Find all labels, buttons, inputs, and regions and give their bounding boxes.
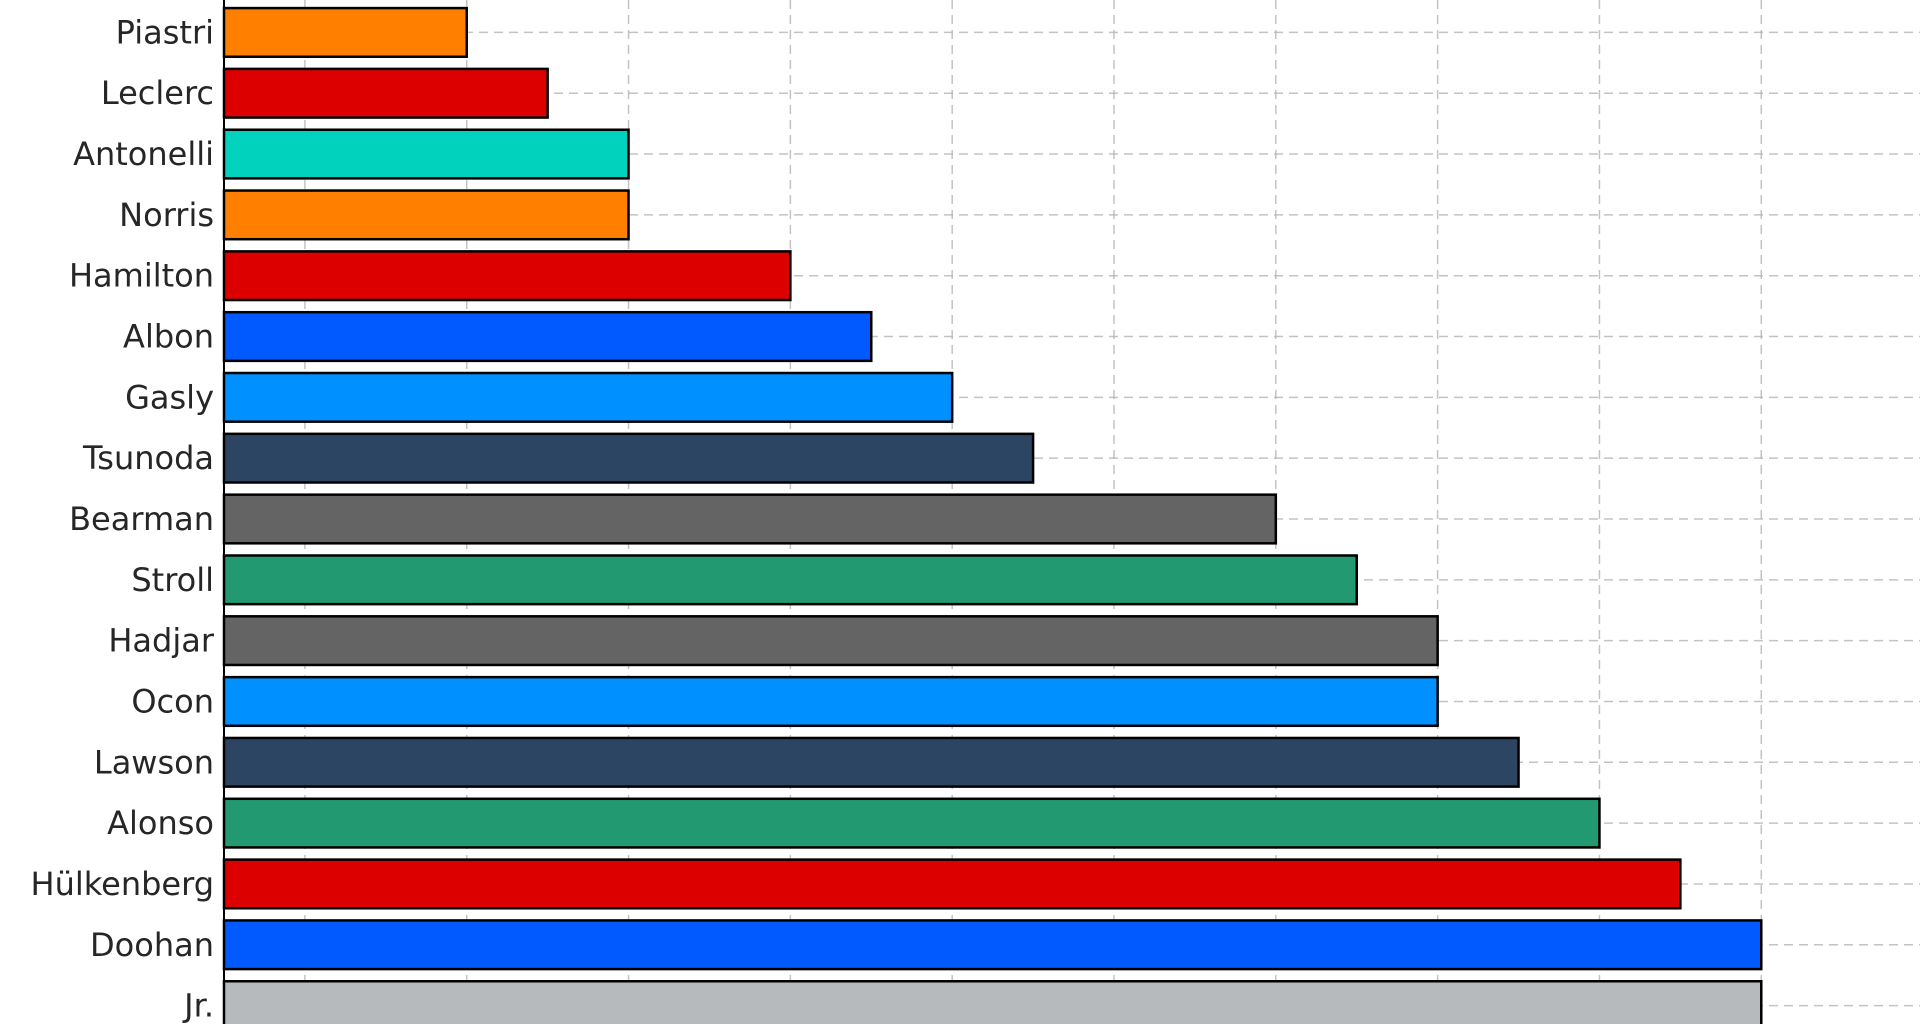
y-tick-label: Hamilton: [69, 257, 214, 295]
y-tick-label: Ocon: [131, 682, 214, 720]
bar-ocon: [222, 675, 1439, 728]
bar-antonelli: [222, 128, 630, 180]
y-tick-label: Doohan: [90, 926, 214, 964]
y-tick-label: Tsunoda: [82, 439, 214, 477]
y-tick-label: Piastri: [116, 13, 214, 51]
bar-bearman: [222, 493, 1278, 545]
bar-doohan: [222, 919, 1763, 971]
bar-piastri: [222, 6, 468, 58]
y-tick-label: Jr.: [182, 987, 214, 1024]
bar-gasly: [222, 371, 954, 423]
bar-layer: [222, 6, 1763, 1028]
bar-leclerc: [222, 67, 549, 119]
y-tick-label: Albon: [123, 318, 214, 356]
bar-norris: [222, 189, 630, 241]
tick-label-layer: Piastri Leclerc Antonelli Norris Hamilton Alb…: [31, 13, 215, 1024]
y-tick-label: Stroll: [131, 561, 214, 599]
y-tick-label: Hadjar: [108, 622, 214, 660]
bar-lawson: [222, 736, 1520, 788]
bar-hadjar: [222, 615, 1439, 667]
bar-hamilton: [222, 250, 792, 302]
y-tick-label: Hülkenberg: [31, 865, 215, 903]
y-tick-label: Lawson: [94, 743, 214, 781]
y-tick-label: Bearman: [69, 500, 214, 538]
y-tick-label: Gasly: [125, 378, 214, 416]
bar-alonso: [222, 797, 1601, 849]
bar-h-lkenberg: [222, 858, 1682, 910]
y-tick-label: Leclerc: [101, 74, 214, 112]
y-tick-label: Norris: [119, 196, 214, 234]
bar-jr-: [222, 980, 1763, 1028]
y-tick-label: Antonelli: [73, 135, 214, 173]
bar-tsunoda: [222, 432, 1035, 484]
bar-albon: [222, 310, 873, 363]
bar-stroll: [222, 554, 1358, 606]
y-tick-label: Alonso: [107, 804, 214, 842]
